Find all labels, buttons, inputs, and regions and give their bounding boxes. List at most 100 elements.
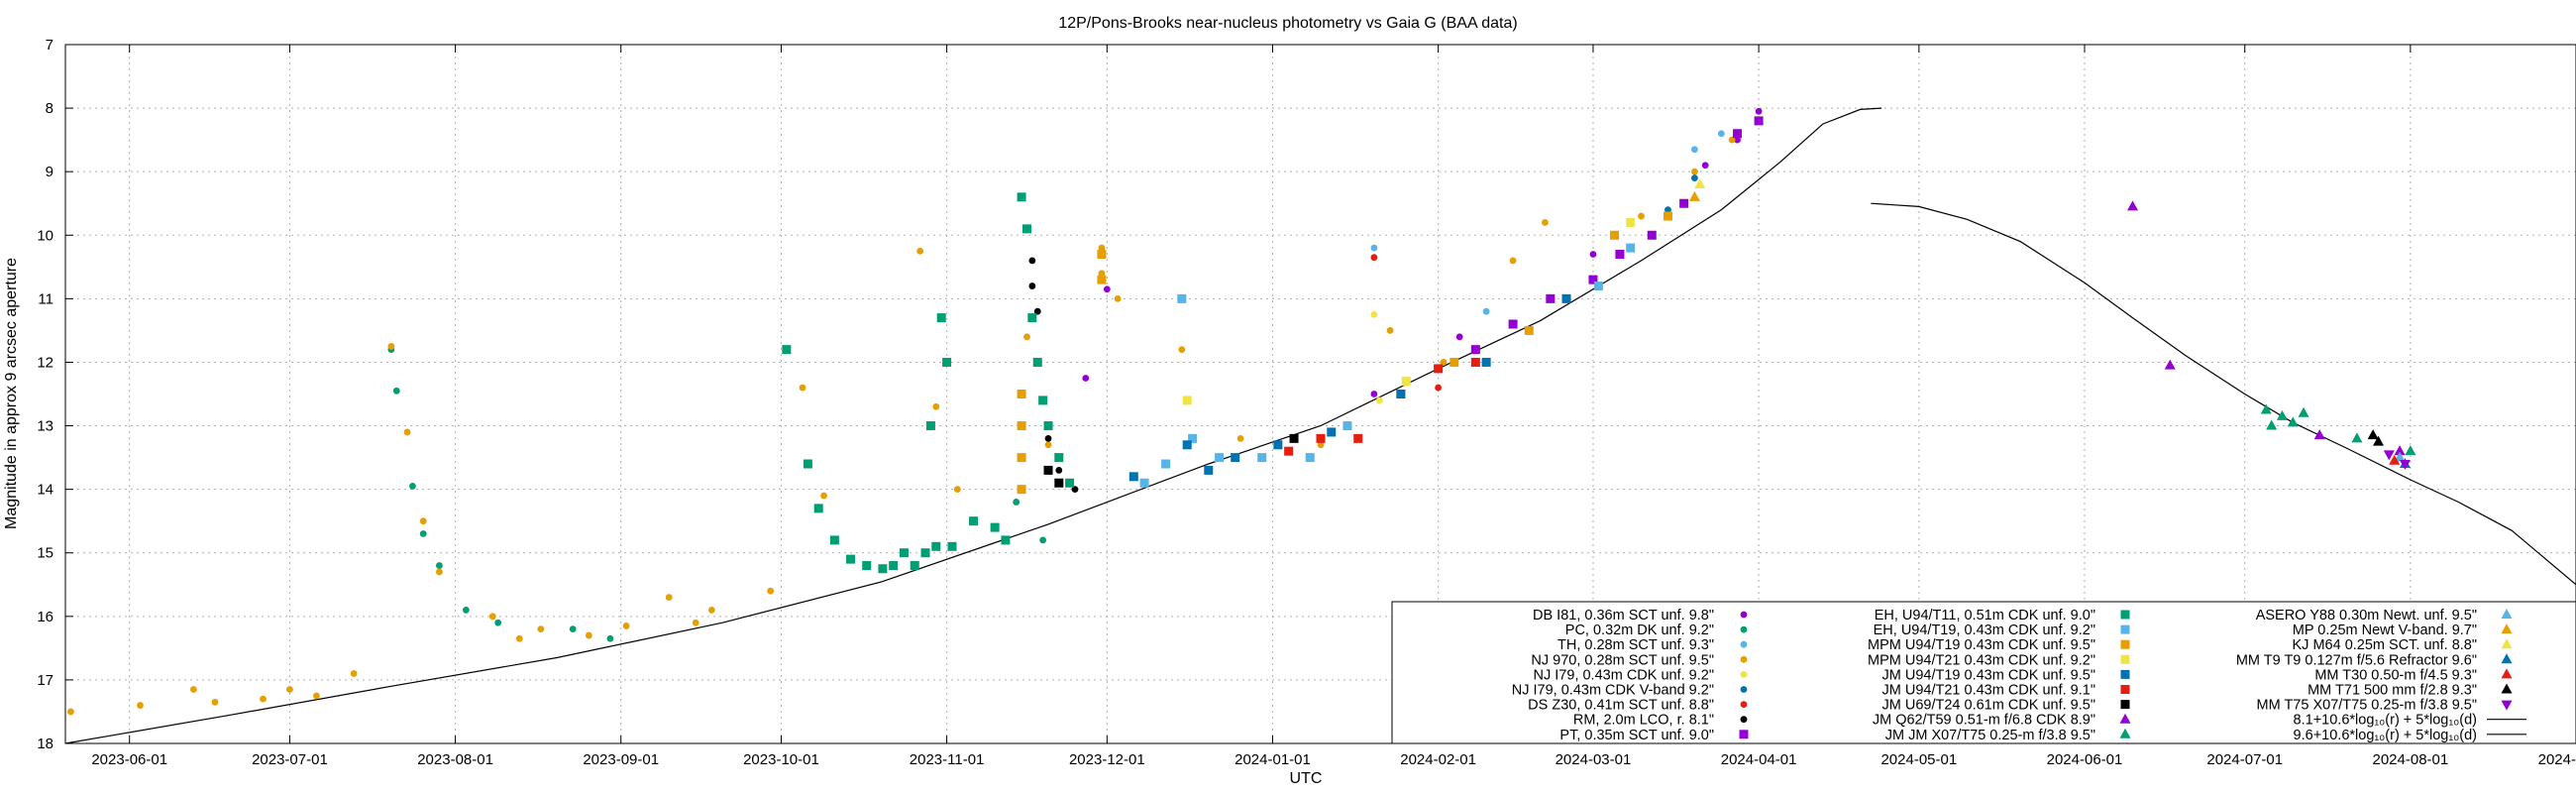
y-tick-label: 7 bbox=[46, 37, 54, 54]
data-point bbox=[1728, 136, 1736, 144]
data-point bbox=[1691, 146, 1698, 154]
data-point bbox=[1589, 251, 1597, 258]
data-point bbox=[1664, 206, 1671, 214]
data-point bbox=[1481, 357, 1491, 367]
data-point bbox=[537, 625, 545, 633]
x-tick-label: 2023-07-01 bbox=[252, 751, 328, 768]
legend-swatch bbox=[1740, 655, 1748, 663]
x-tick-label: 2024-06-01 bbox=[2047, 751, 2123, 768]
x-axis: 2023-06-01 2023-07-01 2023-08-01 2023-09-01… bbox=[91, 45, 2576, 768]
data-point bbox=[1679, 198, 1689, 208]
data-point bbox=[1647, 230, 1657, 240]
data-point bbox=[1038, 396, 1048, 405]
data-point bbox=[1098, 270, 1106, 278]
legend-label: 9.6+10.6*log₁₀(r) + 5*log₁₀(d) bbox=[2294, 728, 2477, 743]
legend-swatch bbox=[1739, 730, 1749, 739]
y-tick-label: 14 bbox=[37, 482, 54, 499]
data-point bbox=[1177, 293, 1187, 303]
data-point bbox=[494, 619, 502, 626]
data-point bbox=[585, 631, 592, 639]
x-tick-label: 2024-01-01 bbox=[1234, 751, 1311, 768]
model-curve bbox=[64, 107, 1882, 744]
data-point bbox=[1033, 307, 1041, 315]
data-point bbox=[1139, 478, 1149, 488]
data-point bbox=[436, 562, 443, 569]
data-point bbox=[925, 421, 935, 431]
x-tick-label: 2024-09-01 bbox=[2538, 751, 2576, 768]
data-point bbox=[1470, 357, 1480, 367]
data-point bbox=[1546, 293, 1556, 303]
legend-label: EH, U94/T19, 0.43m CDK unf. 9.2" bbox=[1874, 623, 2095, 638]
data-point bbox=[1017, 192, 1026, 202]
data-point bbox=[1691, 174, 1698, 181]
y-tick-label: 9 bbox=[46, 164, 54, 180]
data-point bbox=[1316, 433, 1326, 443]
data-point bbox=[2298, 406, 2309, 417]
data-point bbox=[419, 517, 427, 525]
data-point bbox=[1013, 499, 1020, 506]
data-point bbox=[1688, 190, 1700, 201]
x-tick-label: 2023-11-01 bbox=[910, 751, 985, 768]
x-tick-label: 2024-05-01 bbox=[1880, 751, 1957, 768]
data-point bbox=[1054, 478, 1064, 488]
data-point bbox=[1375, 396, 1383, 404]
legend-swatch bbox=[1740, 671, 1748, 678]
data-point bbox=[1482, 307, 1490, 315]
data-point bbox=[1593, 282, 1603, 291]
data-point bbox=[1317, 441, 1325, 449]
data-point bbox=[1734, 136, 1741, 144]
data-point bbox=[1161, 459, 1171, 469]
y-tick-label: 8 bbox=[46, 100, 54, 117]
data-point bbox=[1370, 391, 1378, 397]
data-point bbox=[1182, 440, 1192, 450]
data-point bbox=[846, 554, 856, 564]
data-point bbox=[2313, 429, 2325, 440]
data-points bbox=[66, 107, 2416, 716]
data-point bbox=[692, 619, 699, 626]
data-point bbox=[1065, 478, 1075, 488]
data-point bbox=[387, 343, 395, 350]
x-tick-label: 2024-03-01 bbox=[1556, 751, 1632, 768]
data-point bbox=[1615, 250, 1625, 259]
legend-label: MM T30 0.50-m f/4.5 9.3" bbox=[2314, 667, 2477, 683]
data-point bbox=[1626, 243, 1636, 253]
data-point bbox=[1754, 116, 1764, 126]
legend-label: JM U69/T24 0.61m CDK unf. 9.5" bbox=[1882, 698, 2096, 714]
legend-swatch bbox=[2501, 638, 2513, 649]
data-point bbox=[862, 561, 872, 571]
legend-swatch bbox=[2120, 624, 2130, 634]
data-point bbox=[1284, 446, 1294, 456]
data-point bbox=[66, 708, 74, 716]
data-point bbox=[189, 686, 197, 693]
legend-swatch bbox=[2501, 668, 2513, 679]
data-point bbox=[1028, 257, 1036, 265]
data-point bbox=[1327, 427, 1337, 437]
chart-title: 12P/Pons-Brooks near-nucleus photometry … bbox=[1058, 15, 1517, 32]
legend-swatch bbox=[2120, 639, 2130, 649]
legend-label: JM JM X07/T75 0.25-m f/3.8 9.5" bbox=[1885, 728, 2095, 743]
data-point bbox=[2367, 429, 2379, 440]
data-point bbox=[1542, 219, 1549, 226]
data-point bbox=[1028, 283, 1036, 289]
data-point bbox=[1082, 375, 1090, 382]
data-point bbox=[1755, 107, 1763, 115]
legend-swatch bbox=[2501, 653, 2513, 664]
legend-swatch bbox=[2120, 654, 2130, 664]
legend-label: DS Z30, 0.41m SCT unf. 8.8" bbox=[1528, 698, 1714, 714]
data-point bbox=[488, 613, 496, 621]
data-point bbox=[1508, 319, 1518, 329]
legend-swatch bbox=[2501, 609, 2513, 619]
legend-label: JM Q62/T59 0.51-m f/6.8 CDK 8.9" bbox=[1873, 713, 2095, 729]
data-point bbox=[936, 313, 946, 323]
legend-label: KJ M64 0.25m SCT. unf. 8.8" bbox=[2293, 637, 2477, 653]
legend-label: MPM U94/T21 0.43m CDK unf. 9.2" bbox=[1868, 652, 2095, 668]
y-tick-label: 13 bbox=[37, 418, 54, 435]
data-point bbox=[2127, 200, 2139, 211]
x-tick-label: 2023-10-01 bbox=[743, 751, 819, 768]
plot-frame bbox=[64, 44, 2576, 744]
data-point bbox=[1717, 130, 1725, 138]
data-point bbox=[1023, 333, 1030, 341]
model-curves bbox=[64, 107, 2576, 744]
x-tick-label: 2023-08-01 bbox=[417, 751, 493, 768]
legend: DB I81, 0.36m SCT unf. 9.8"PC, 0.32m DK … bbox=[1391, 601, 2576, 744]
